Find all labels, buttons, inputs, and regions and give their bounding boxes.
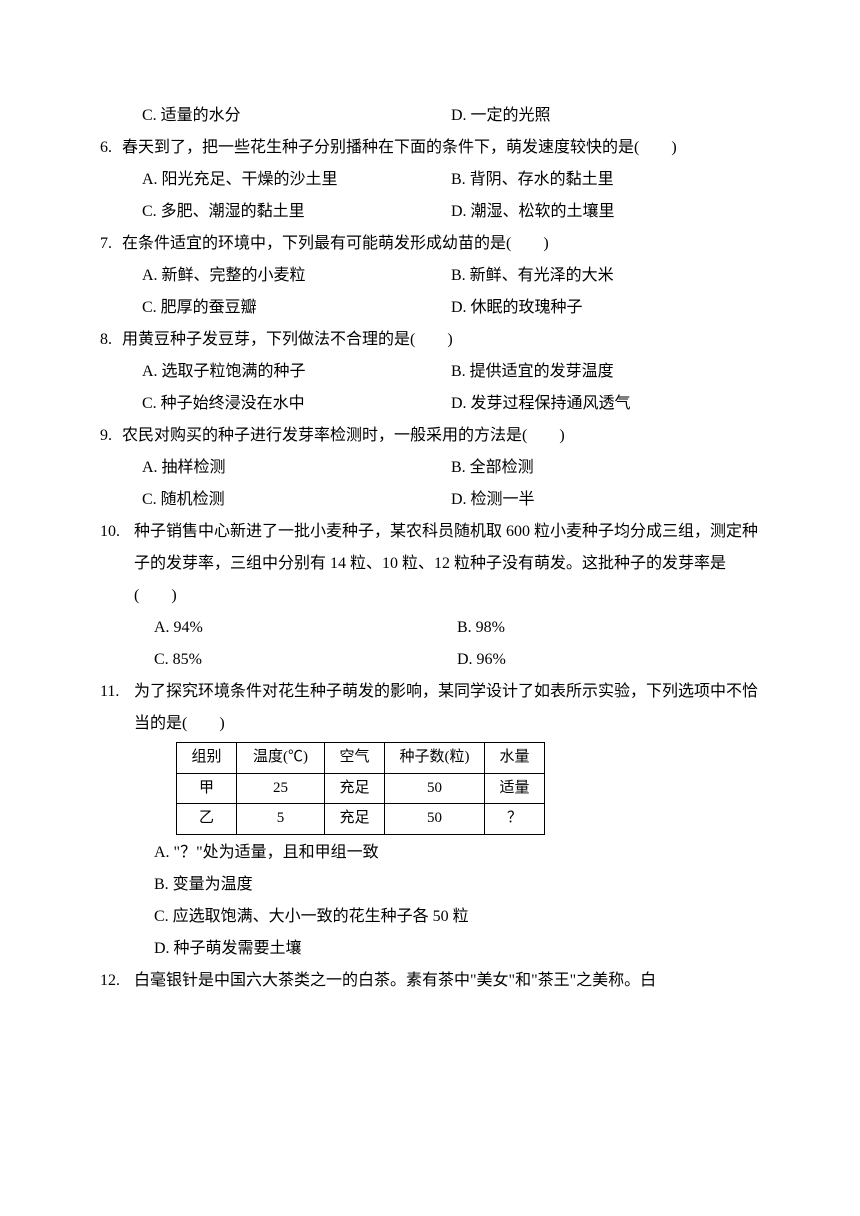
q6-option-b: B. 背阴、存水的黏土里 — [451, 164, 760, 196]
table-row: 甲 25 充足 50 适量 — [177, 773, 545, 804]
question-7: 7. 在条件适宜的环境中，下列最有可能萌发形成幼苗的是( ) — [100, 228, 760, 260]
q9-options-ab: A. 抽样检测 B. 全部检测 — [100, 452, 760, 484]
q11-option-b-row: B. 变量为温度 — [100, 869, 760, 901]
th-air: 空气 — [325, 743, 385, 774]
q6-option-d: D. 潮湿、松软的土壤里 — [451, 196, 760, 228]
q9-option-c: C. 随机检测 — [142, 484, 451, 516]
q10-text: 种子销售中心新进了一批小麦种子，某农科员随机取 600 粒小麦种子均分成三组，测… — [134, 516, 760, 612]
q7-option-d: D. 休眠的玫瑰种子 — [451, 292, 760, 324]
q9-option-d: D. 检测一半 — [451, 484, 760, 516]
th-seeds: 种子数(粒) — [385, 743, 485, 774]
q8-option-a: A. 选取子粒饱满的种子 — [142, 356, 451, 388]
q6-text: 春天到了，把一些花生种子分别播种在下面的条件下，萌发速度较快的是( ) — [122, 132, 760, 164]
td-r1-temp: 5 — [237, 804, 325, 835]
q5-option-c: C. 适量的水分 — [142, 100, 451, 132]
q9-options-cd: C. 随机检测 D. 检测一半 — [100, 484, 760, 516]
q11-num: 11. — [100, 676, 134, 740]
q11-option-b: B. 变量为温度 — [154, 869, 760, 901]
question-12: 12. 白毫银针是中国六大茶类之一的白茶。素有茶中"美女"和"茶王"之美称。白 — [100, 965, 760, 997]
q7-option-b: B. 新鲜、有光泽的大米 — [451, 260, 760, 292]
q11-text: 为了探究环境条件对花生种子萌发的影响，某同学设计了如表所示实验，下列选项中不恰当… — [134, 676, 760, 740]
question-9: 9. 农民对购买的种子进行发芽率检测时，一般采用的方法是( ) — [100, 420, 760, 452]
q10-option-d: D. 96% — [457, 644, 760, 676]
question-10: 10. 种子销售中心新进了一批小麦种子，某农科员随机取 600 粒小麦种子均分成… — [100, 516, 760, 612]
q6-options-ab: A. 阳光充足、干燥的沙土里 B. 背阴、存水的黏土里 — [100, 164, 760, 196]
q5-options-cd: C. 适量的水分 D. 一定的光照 — [100, 100, 760, 132]
question-6: 6. 春天到了，把一些花生种子分别播种在下面的条件下，萌发速度较快的是( ) — [100, 132, 760, 164]
q10-options-cd: C. 85% D. 96% — [100, 644, 760, 676]
q12-text: 白毫银针是中国六大茶类之一的白茶。素有茶中"美女"和"茶王"之美称。白 — [134, 965, 760, 997]
th-group: 组别 — [177, 743, 237, 774]
q5-option-d: D. 一定的光照 — [451, 100, 760, 132]
q7-options-ab: A. 新鲜、完整的小麦粒 B. 新鲜、有光泽的大米 — [100, 260, 760, 292]
td-r1-seeds: 50 — [385, 804, 485, 835]
q11-table: 组别 温度(℃) 空气 种子数(粒) 水量 甲 25 充足 50 适量 乙 5 … — [176, 742, 545, 835]
q6-num: 6. — [100, 132, 122, 164]
q8-options-cd: C. 种子始终浸没在水中 D. 发芽过程保持通风透气 — [100, 388, 760, 420]
table-header-row: 组别 温度(℃) 空气 种子数(粒) 水量 — [177, 743, 545, 774]
q7-option-c: C. 肥厚的蚕豆瓣 — [142, 292, 451, 324]
q6-option-c: C. 多肥、潮湿的黏土里 — [142, 196, 451, 228]
q10-option-b: B. 98% — [457, 612, 760, 644]
td-r0-temp: 25 — [237, 773, 325, 804]
q6-option-a: A. 阳光充足、干燥的沙土里 — [142, 164, 451, 196]
question-11: 11. 为了探究环境条件对花生种子萌发的影响，某同学设计了如表所示实验，下列选项… — [100, 676, 760, 740]
q10-option-a: A. 94% — [154, 612, 457, 644]
q9-option-a: A. 抽样检测 — [142, 452, 451, 484]
q7-option-a: A. 新鲜、完整的小麦粒 — [142, 260, 451, 292]
q8-options-ab: A. 选取子粒饱满的种子 B. 提供适宜的发芽温度 — [100, 356, 760, 388]
q11-option-c-row: C. 应选取饱满、大小一致的花生种子各 50 粒 — [100, 901, 760, 933]
q8-num: 8. — [100, 324, 122, 356]
th-water: 水量 — [485, 743, 545, 774]
td-r1-group: 乙 — [177, 804, 237, 835]
q10-options-ab: A. 94% B. 98% — [100, 612, 760, 644]
td-r0-water: 适量 — [485, 773, 545, 804]
q10-option-c: C. 85% — [154, 644, 457, 676]
q12-num: 12. — [100, 965, 134, 997]
q11-option-a-row: A. "？"处为适量，且和甲组一致 — [100, 837, 760, 869]
q9-option-b: B. 全部检测 — [451, 452, 760, 484]
q7-text: 在条件适宜的环境中，下列最有可能萌发形成幼苗的是( ) — [122, 228, 760, 260]
td-r1-water: ？ — [485, 804, 545, 835]
q9-text: 农民对购买的种子进行发芽率检测时，一般采用的方法是( ) — [122, 420, 760, 452]
q11-option-c: C. 应选取饱满、大小一致的花生种子各 50 粒 — [154, 901, 760, 933]
td-r0-group: 甲 — [177, 773, 237, 804]
q11-option-d-row: D. 种子萌发需要土壤 — [100, 933, 760, 965]
q6-options-cd: C. 多肥、潮湿的黏土里 D. 潮湿、松软的土壤里 — [100, 196, 760, 228]
q7-options-cd: C. 肥厚的蚕豆瓣 D. 休眠的玫瑰种子 — [100, 292, 760, 324]
th-temp: 温度(℃) — [237, 743, 325, 774]
q11-option-a: A. "？"处为适量，且和甲组一致 — [154, 837, 760, 869]
q10-num: 10. — [100, 516, 134, 612]
table-row: 乙 5 充足 50 ？ — [177, 804, 545, 835]
q8-option-d: D. 发芽过程保持通风透气 — [451, 388, 760, 420]
q8-option-c: C. 种子始终浸没在水中 — [142, 388, 451, 420]
q7-num: 7. — [100, 228, 122, 260]
q8-text: 用黄豆种子发豆芽，下列做法不合理的是( ) — [122, 324, 760, 356]
q9-num: 9. — [100, 420, 122, 452]
td-r0-seeds: 50 — [385, 773, 485, 804]
td-r0-air: 充足 — [325, 773, 385, 804]
q11-option-d: D. 种子萌发需要土壤 — [154, 933, 760, 965]
q8-option-b: B. 提供适宜的发芽温度 — [451, 356, 760, 388]
question-8: 8. 用黄豆种子发豆芽，下列做法不合理的是( ) — [100, 324, 760, 356]
td-r1-air: 充足 — [325, 804, 385, 835]
